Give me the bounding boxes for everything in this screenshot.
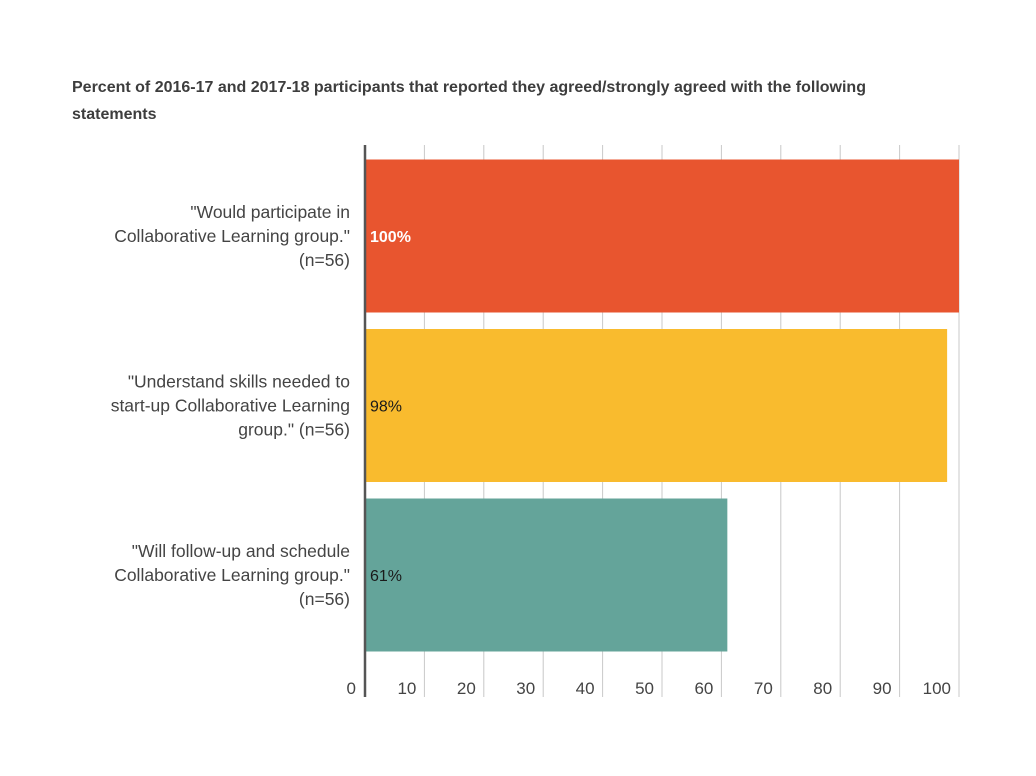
category-label-line: (n=56) — [299, 250, 350, 270]
x-tick-label: 50 — [635, 679, 654, 698]
x-tick-label: 30 — [516, 679, 535, 698]
x-tick-label: 100 — [923, 679, 951, 698]
category-label-line: "Will follow-up and schedule — [132, 541, 350, 561]
data-label: 61% — [370, 568, 402, 585]
x-tick-label: 90 — [873, 679, 892, 698]
category-label: "Understand skills needed to start-up Col… — [111, 372, 350, 440]
x-tick-label: 20 — [457, 679, 476, 698]
chart-title: Percent of 2016-17 and 2017-18 participa… — [72, 79, 866, 123]
data-label: 100% — [370, 229, 411, 246]
x-tick-label: 10 — [397, 679, 416, 698]
category-label-line: (n=56) — [299, 589, 350, 609]
data-label: 98% — [370, 399, 402, 416]
x-tick-label: 60 — [694, 679, 713, 698]
bar — [365, 329, 948, 482]
category-label-line: Collaborative Learning group." — [114, 226, 350, 246]
category-label-line: group." (n=56) — [238, 420, 350, 440]
x-tick-label: 0 — [347, 679, 356, 698]
category-label-line: "Would participate in — [190, 202, 350, 222]
bar — [365, 498, 728, 652]
x-tick-label: 70 — [754, 679, 773, 698]
x-tick-label: 80 — [813, 679, 832, 698]
category-label-line: "Understand skills needed to — [128, 372, 350, 392]
x-tick-label: 40 — [576, 679, 595, 698]
bar — [365, 159, 959, 313]
category-label: "Will follow-up and schedule Collaborativ… — [114, 541, 350, 609]
category-label: "Would participate in Collaborative Learn… — [114, 202, 350, 270]
category-label-line: Collaborative Learning group." — [114, 565, 350, 585]
category-label-line: start-up Collaborative Learning — [111, 396, 350, 416]
